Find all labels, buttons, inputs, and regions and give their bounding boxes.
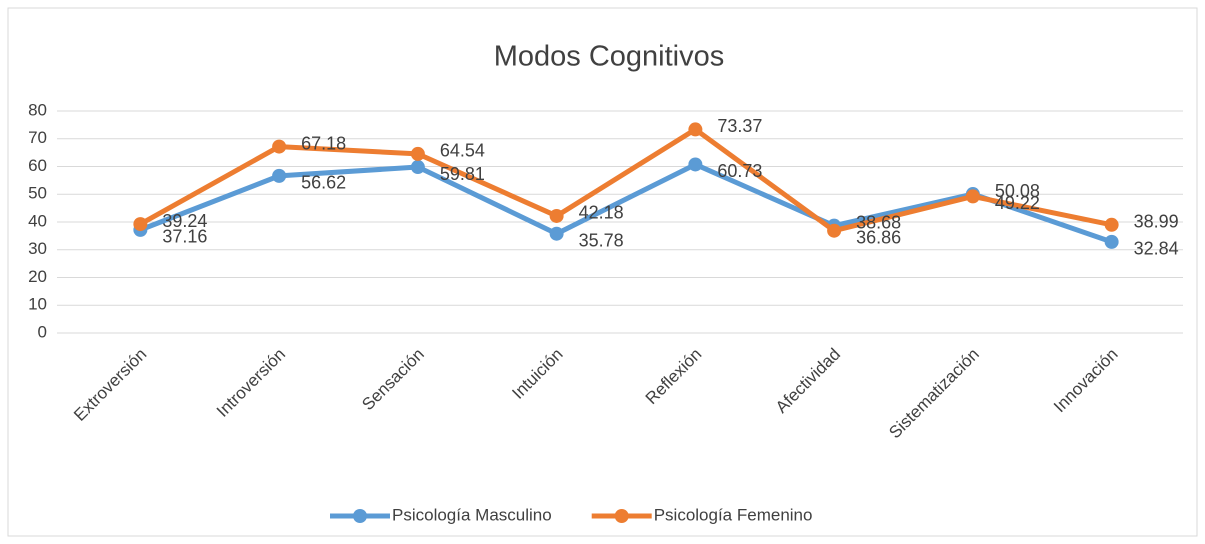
data-label: 37.16 [162, 227, 207, 247]
y-tick-label: 60 [28, 156, 47, 175]
data-point [272, 139, 287, 154]
data-point [410, 160, 425, 175]
data-label: 39.24 [162, 211, 207, 231]
data-label: 50.08 [995, 181, 1040, 201]
data-label: 32.84 [1134, 239, 1179, 259]
data-label: 38.68 [856, 212, 901, 232]
data-point [549, 208, 564, 223]
data-label: 67.18 [301, 133, 346, 153]
data-point [1104, 217, 1119, 232]
data-point [827, 223, 842, 238]
data-label: 60.73 [717, 161, 762, 181]
legend-label: Psicología Femenino [654, 505, 813, 524]
y-tick-label: 70 [28, 128, 47, 147]
data-label: 42.18 [579, 203, 624, 223]
chart-title: Modos Cognitivos [494, 41, 725, 73]
data-point [549, 226, 564, 241]
series-line [139, 161, 1113, 245]
y-tick-label: 80 [28, 100, 47, 119]
data-label: 64.54 [440, 141, 485, 161]
data-label: 59.81 [440, 164, 485, 184]
data-point [272, 168, 287, 183]
data-label: 73.37 [717, 116, 762, 136]
y-tick-label: 50 [28, 184, 47, 203]
data-point [688, 157, 703, 172]
data-point [1104, 234, 1119, 249]
y-tick-label: 30 [28, 239, 47, 258]
y-tick-label: 20 [28, 267, 47, 286]
y-tick-label: 40 [28, 211, 47, 230]
data-label: 35.78 [579, 230, 624, 250]
y-tick-label: 0 [38, 322, 47, 341]
data-point [965, 189, 980, 204]
legend: Psicología Masculino Psicología Femenino [330, 505, 812, 524]
data-point [688, 122, 703, 137]
data-point [133, 217, 148, 232]
data-label: 56.62 [301, 173, 346, 193]
y-tick-label: 10 [28, 295, 47, 314]
data-label: 36.86 [856, 227, 901, 247]
legend-label: Psicología Masculino [392, 505, 552, 524]
series-line [139, 126, 1113, 234]
data-label: 38.99 [1134, 212, 1179, 232]
data-point [410, 146, 425, 161]
data-label: 49.22 [995, 193, 1040, 213]
legend-marker [614, 509, 629, 523]
legend-marker [353, 509, 367, 523]
chart-frame [7, 7, 1198, 537]
